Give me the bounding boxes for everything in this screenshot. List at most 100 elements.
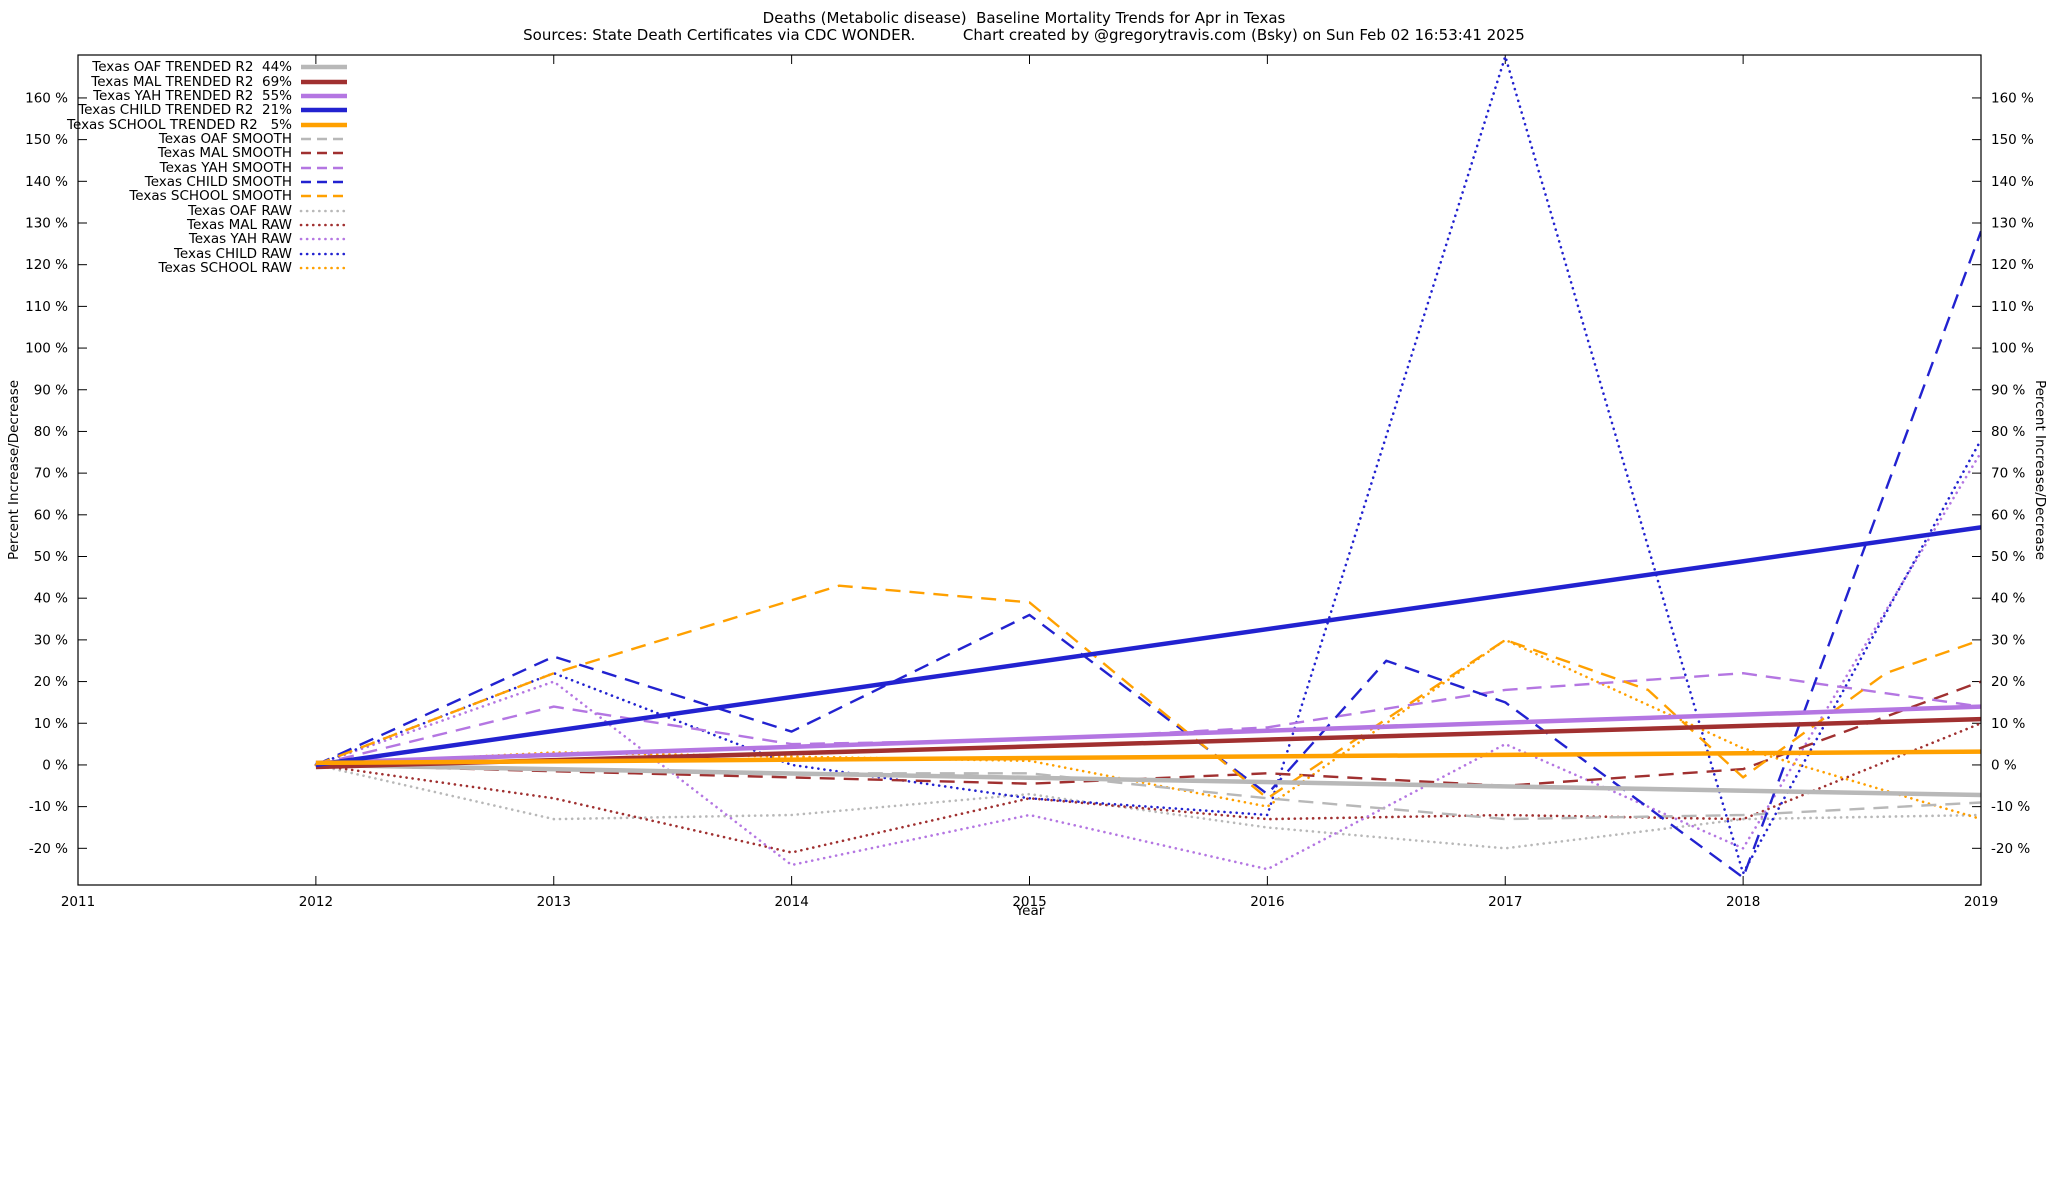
legend-line-sample — [301, 137, 347, 141]
x-tick-label: 2013 — [537, 894, 571, 910]
legend-item-child-trended: Texas CHILD TRENDED R2 21% — [0, 102, 349, 119]
y-tick-label-left: 70 % — [34, 466, 68, 482]
x-tick-label: 2019 — [1964, 894, 1998, 910]
legend-line-sample — [301, 195, 347, 198]
x-tick-label: 2018 — [1726, 894, 1760, 910]
chart-subtitle: Sources: State Death Certificates via CD… — [523, 26, 1525, 44]
legend-line-sample — [299, 209, 349, 212]
y-tick-label-right: 120 % — [1991, 257, 2034, 273]
legend-item-mal-raw: Texas MAL RAW — [0, 216, 349, 233]
y-tick-label-right: 20 % — [1991, 674, 2025, 690]
legend-label: Texas SCHOOL SMOOTH — [129, 188, 292, 205]
chart-header: Deaths (Metabolic disease) Baseline Mort… — [0, 10, 2048, 44]
y-tick-label-right: 80 % — [1991, 424, 2025, 440]
x-tick-label: 2016 — [1250, 894, 1284, 910]
y-tick-label-right: 0 % — [1991, 757, 2017, 773]
y-tick-label-left: 100 % — [25, 341, 68, 357]
x-tick-label: 2012 — [299, 894, 333, 910]
y-tick-label-left: 140 % — [25, 174, 68, 190]
series-line-mal-raw — [314, 721, 1981, 854]
series-line-child-smooth — [315, 230, 1981, 879]
legend-line-sample — [299, 237, 349, 241]
x-tick-label: 2017 — [1488, 894, 1522, 910]
y-tick-label-right: 100 % — [1991, 341, 2034, 357]
legend-item-oaf-trended: Texas OAF TRENDED R2 44% — [0, 59, 349, 76]
series-line-school-trended — [315, 749, 1981, 766]
y-tick-label-left: 0 % — [42, 757, 68, 773]
series-line-oaf-raw — [314, 763, 1981, 850]
series-line-child-trended — [315, 525, 1981, 768]
chart-legend: Texas OAF TRENDED R2 44% Texas MAL TRENDE… — [0, 59, 349, 276]
y-tick-label-left: -20 % — [29, 841, 68, 857]
y-tick-label-left: 90 % — [34, 382, 68, 398]
y-tick-label-right: 110 % — [1991, 299, 2034, 315]
y-tick-label-right: 130 % — [1991, 216, 2034, 232]
legend-item-yah-raw: Texas YAH RAW — [0, 231, 349, 248]
legend-item-oaf-smooth: Texas OAF SMOOTH — [0, 130, 349, 147]
legend-label: Texas OAF RAW — [188, 202, 292, 219]
legend-label: Texas CHILD TRENDED R2 21% — [78, 102, 292, 119]
x-axis-label: Year — [1015, 903, 1045, 919]
legend-line-sample — [299, 223, 349, 227]
series-line-yah-raw — [314, 450, 1981, 871]
legend-label: Texas OAF SMOOTH — [158, 130, 292, 147]
legend-label: Texas MAL TRENDED R2 69% — [91, 73, 292, 90]
legend-item-yah-smooth: Texas YAH SMOOTH — [0, 159, 349, 176]
y-tick-label-left: 10 % — [34, 716, 68, 732]
legend-item-mal-trended: Texas MAL TRENDED R2 69% — [0, 73, 349, 90]
legend-line-sample — [301, 93, 347, 99]
y-tick-label-left: 50 % — [34, 549, 68, 565]
legend-line-sample — [301, 122, 347, 127]
legend-item-yah-trended: Texas YAH TRENDED R2 55% — [0, 88, 349, 104]
legend-line-sample — [301, 64, 347, 70]
y-tick-label-left: 130 % — [25, 216, 68, 232]
y-tick-label-left: 110 % — [25, 299, 68, 315]
chart-title: Deaths (Metabolic disease) Baseline Mort… — [762, 9, 1286, 27]
y-tick-label-left: 20 % — [34, 674, 68, 690]
legend-item-mal-smooth: Texas MAL SMOOTH — [0, 145, 349, 162]
y-tick-label-left: 60 % — [34, 507, 68, 523]
y-axis-label-right: Percent Increase/Decrease — [2032, 379, 2048, 561]
series-line-mal-smooth — [315, 680, 1981, 787]
series-line-yah-trended — [315, 704, 1981, 766]
y-tick-label-right: 50 % — [1991, 549, 2025, 565]
legend-item-school-raw: Texas SCHOOL RAW — [0, 259, 349, 276]
legend-line-sample — [301, 166, 347, 169]
y-tick-label-left: 120 % — [25, 257, 68, 273]
legend-label: Texas YAH SMOOTH — [159, 159, 292, 176]
legend-item-school-trended: Texas SCHOOL TRENDED R2 5% — [0, 116, 349, 133]
legend-label: Texas CHILD RAW — [173, 245, 292, 262]
legend-label: Texas MAL RAW — [187, 216, 292, 233]
y-tick-label-left: 160 % — [25, 90, 68, 106]
legend-line-sample — [299, 252, 349, 255]
legend-line-sample — [301, 152, 347, 155]
legend-item-child-smooth: Texas CHILD SMOOTH — [0, 174, 349, 190]
y-tick-label-right: -10 % — [1991, 799, 2030, 815]
y-tick-label-right: 70 % — [1991, 466, 2025, 482]
legend-label: Texas YAH RAW — [188, 231, 292, 248]
x-tick-label: 2014 — [774, 894, 808, 910]
y-tick-label-right: 60 % — [1991, 507, 2025, 523]
legend-item-school-smooth: Texas SCHOOL SMOOTH — [0, 188, 349, 205]
y-tick-label-left: 40 % — [34, 591, 68, 607]
legend-item-child-raw: Texas CHILD RAW — [0, 245, 349, 262]
legend-label: Texas OAF TRENDED R2 44% — [92, 59, 292, 76]
legend-label: Texas SCHOOL RAW — [158, 259, 293, 276]
series-line-child-raw — [314, 55, 1981, 875]
series-line-oaf-trended — [315, 762, 1981, 798]
y-tick-label-right: 160 % — [1991, 90, 2034, 106]
y-tick-label-right: 150 % — [1991, 132, 2034, 148]
y-tick-label-right: 30 % — [1991, 632, 2025, 648]
y-tick-label-left: 80 % — [34, 424, 68, 440]
y-tick-label-left: 150 % — [25, 132, 68, 148]
legend-line-sample — [299, 266, 349, 270]
series-line-school-raw — [314, 638, 1981, 821]
y-axis-label-left: Percent Increase/Decrease — [6, 379, 22, 561]
plot-border — [77, 54, 1982, 886]
x-tick-label: 2015 — [1012, 894, 1046, 910]
legend-label: Texas SCHOOL TRENDED R2 5% — [67, 116, 292, 133]
legend-line-sample — [301, 180, 347, 184]
legend-label: Texas MAL SMOOTH — [157, 145, 292, 162]
